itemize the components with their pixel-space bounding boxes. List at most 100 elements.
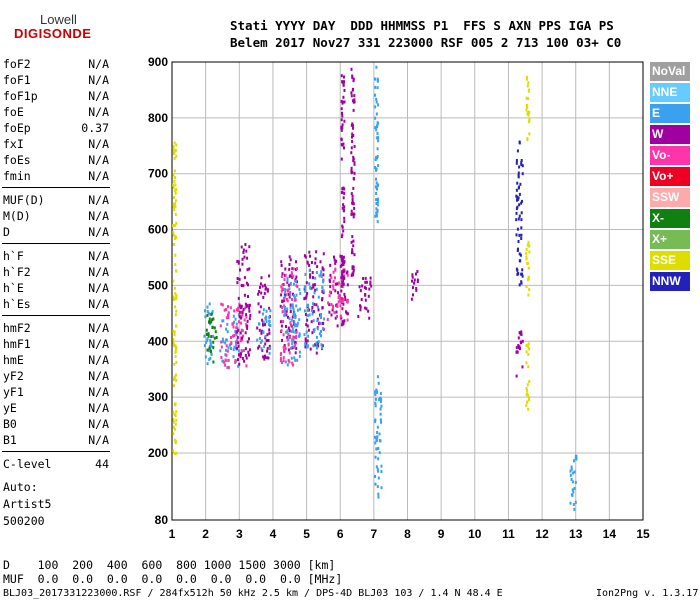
data-point [240, 339, 242, 343]
data-point [260, 276, 263, 280]
data-point [525, 285, 528, 289]
data-point [247, 283, 249, 287]
data-point [175, 451, 178, 455]
data-point [227, 358, 230, 362]
data-point [328, 303, 331, 307]
data-point [375, 155, 378, 159]
data-point [336, 315, 338, 318]
data-point [288, 263, 291, 266]
data-point [345, 271, 348, 275]
data-point [527, 120, 530, 124]
data-point [315, 341, 318, 345]
data-point [376, 147, 379, 151]
data-point [205, 328, 208, 332]
data-point [375, 388, 378, 392]
data-point [307, 334, 310, 338]
data-point [520, 159, 523, 162]
data-point [342, 142, 345, 146]
data-point [517, 344, 520, 347]
data-point [208, 357, 211, 361]
data-point [340, 282, 343, 286]
data-point [515, 159, 518, 162]
data-point [342, 282, 345, 286]
data-point [284, 330, 287, 334]
data-point [174, 237, 177, 241]
data-point [516, 149, 519, 153]
data-point [174, 235, 177, 239]
data-point [351, 76, 354, 79]
data-point [294, 341, 297, 345]
data-point [375, 177, 377, 181]
data-point [380, 464, 383, 468]
data-point [516, 198, 519, 201]
data-point [519, 182, 522, 186]
data-point [516, 350, 519, 354]
param-label: hmF2 [3, 321, 31, 335]
data-point [351, 197, 354, 201]
data-point [304, 272, 307, 276]
data-point [313, 291, 316, 295]
param-label: yF1 [3, 385, 24, 399]
data-point [572, 503, 575, 506]
data-point [172, 338, 175, 342]
data-point [520, 281, 523, 285]
data-point [237, 261, 240, 265]
data-point [244, 243, 247, 246]
data-point [369, 276, 372, 280]
data-point [520, 233, 523, 237]
data-point [287, 326, 290, 330]
data-point [226, 322, 229, 326]
data-point [574, 455, 577, 459]
data-point [376, 208, 379, 212]
data-point [515, 346, 518, 350]
data-point [375, 439, 378, 443]
data-point [238, 353, 240, 357]
param-value: 0.37 [81, 121, 109, 135]
data-point [342, 229, 345, 233]
data-point [279, 320, 282, 324]
data-point [256, 326, 259, 330]
data-point [376, 214, 379, 218]
data-point [175, 309, 178, 313]
data-point [172, 233, 175, 237]
param-row: D N/A [3, 224, 109, 240]
data-point [340, 289, 343, 293]
footer-file-info: BLJ03_2017331223000.RSF / 284fx512h 50 k… [3, 588, 503, 599]
data-point [292, 363, 294, 367]
data-point [340, 316, 343, 320]
data-point [243, 255, 246, 259]
data-point [292, 330, 295, 334]
data-point [340, 128, 343, 132]
data-point [340, 235, 343, 239]
data-point [526, 344, 529, 348]
data-point [305, 323, 308, 327]
data-point [261, 318, 264, 322]
data-point [289, 310, 292, 313]
data-point [291, 303, 294, 307]
data-point [518, 140, 521, 144]
param-row: B1 N/A [3, 432, 109, 448]
data-point [293, 324, 296, 328]
y-tick-label: 300 [148, 390, 168, 404]
data-point [290, 329, 293, 333]
data-point [288, 283, 291, 287]
data-point [350, 192, 353, 196]
data-point [374, 393, 377, 396]
data-point [241, 257, 244, 261]
data-point [268, 331, 271, 335]
data-point [352, 87, 354, 91]
data-point [223, 360, 226, 364]
data-point [340, 74, 343, 78]
data-point [174, 354, 177, 358]
data-point [295, 260, 297, 264]
data-point [573, 459, 575, 463]
data-point [262, 323, 264, 327]
data-point [248, 348, 251, 352]
data-point [236, 281, 239, 285]
data-point [208, 349, 211, 353]
data-point [338, 294, 341, 297]
data-point [295, 330, 298, 334]
data-point [303, 296, 306, 300]
data-point [284, 347, 287, 351]
data-point [206, 362, 209, 366]
